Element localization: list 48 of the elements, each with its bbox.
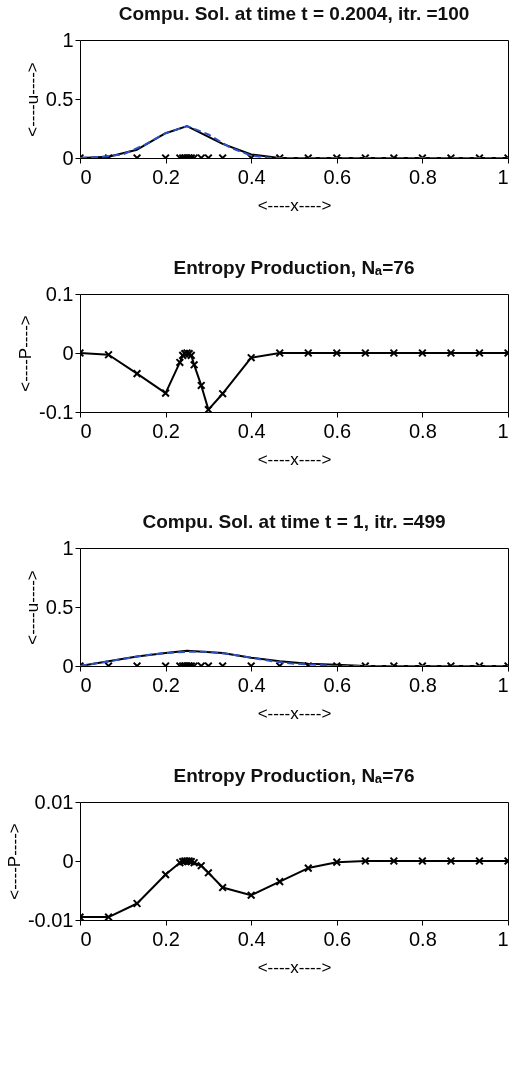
x-tick-label: 0.6 <box>323 673 352 696</box>
x-tick-label: 0.2 <box>152 165 181 188</box>
y-axis-title: <----P----> <box>4 823 24 900</box>
y-axis-title: <----P----> <box>16 315 36 392</box>
x-axis-title: <----x----> <box>257 957 332 977</box>
x-tick-label: 0.2 <box>152 927 181 950</box>
chart-title: Compu. Sol. at time t = 0.2004, itr. =100 <box>118 3 470 24</box>
y-tick-label: 1 <box>62 28 74 51</box>
y-tick-label: 1 <box>62 536 74 559</box>
x-tick-label: 0.6 <box>323 419 352 442</box>
x-tick-label: 0.6 <box>323 927 352 950</box>
x-tick-label: 0.8 <box>408 927 437 950</box>
x-tick-label: 1 <box>497 165 509 188</box>
chart-title: Entropy Production, Nₐ=76 <box>173 257 415 278</box>
x-tick-label: 0.2 <box>152 673 181 696</box>
y-tick-label: 0 <box>62 341 74 364</box>
x-axis-title: <----x----> <box>257 449 332 469</box>
y-tick-label: -0.1 <box>39 400 74 423</box>
y-tick-label: 0 <box>62 146 74 169</box>
y-tick-label: 0 <box>62 849 74 872</box>
y-axis-title: <----u----> <box>22 570 42 645</box>
y-tick-label: 0.1 <box>45 282 74 305</box>
y-axis-title: <----u----> <box>22 62 42 137</box>
x-tick-label: 0 <box>80 419 92 442</box>
x-axis-title: <----x----> <box>257 703 332 723</box>
x-tick-label: 1 <box>497 673 509 696</box>
x-tick-label: 0.4 <box>237 927 266 950</box>
x-tick-label: 0.4 <box>237 419 266 442</box>
chart-title: Compu. Sol. at time t = 1, itr. =499 <box>142 511 446 532</box>
x-tick-label: 0.2 <box>152 419 181 442</box>
y-tick-label: 0.5 <box>45 87 74 110</box>
y-tick-label: 0 <box>62 654 74 677</box>
x-tick-label: 0 <box>80 927 92 950</box>
x-tick-label: 0.8 <box>408 673 437 696</box>
x-tick-label: 0.8 <box>408 165 437 188</box>
y-tick-label: -0.01 <box>27 908 74 931</box>
x-tick-label: 0.4 <box>237 165 266 188</box>
x-tick-label: 0.6 <box>323 165 352 188</box>
x-tick-label: 0.8 <box>408 419 437 442</box>
x-tick-label: 1 <box>497 419 509 442</box>
chart-title: Entropy Production, Nₐ=76 <box>173 765 415 786</box>
y-tick-label: 0.5 <box>45 595 74 618</box>
x-axis-title: <----x----> <box>257 195 332 215</box>
x-tick-label: 1 <box>497 927 509 950</box>
y-tick-label: 0.01 <box>34 790 74 813</box>
x-tick-label: 0 <box>80 673 92 696</box>
x-tick-label: 0.4 <box>237 673 266 696</box>
x-tick-label: 0 <box>80 165 92 188</box>
